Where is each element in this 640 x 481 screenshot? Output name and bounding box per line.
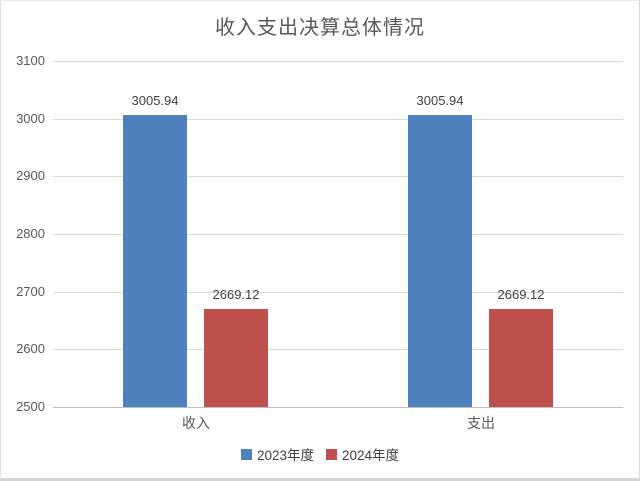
gridline [53,349,623,350]
legend-swatch-icon [326,448,337,460]
legend-label: 2024年度 [342,448,400,463]
bar-series2-cat1 [204,309,268,407]
data-label: 2669.12 [212,287,260,302]
gridline [53,292,623,293]
bar-series1-cat1 [123,115,187,407]
x-axis-category-label: 收入 [182,415,210,431]
legend-item: 2024年度 [326,444,399,464]
y-axis-tick-label: 3000 [16,111,45,126]
y-axis-tick-label: 3100 [16,53,45,68]
legend: 2023年度 2024年度 [1,445,639,463]
gridline [53,119,623,120]
gridline [53,61,623,62]
y-axis-tick-label: 2600 [16,341,45,356]
y-axis-tick-label: 2700 [16,284,45,299]
legend-label: 2023年度 [256,448,314,463]
data-label: 2669.12 [497,287,545,302]
legend-item: 2023年度 [240,444,314,464]
y-axis-tick-label: 2900 [16,168,45,183]
gridline [53,407,623,408]
gridline [53,234,623,235]
chart-title: 收入支出决算总体情况 [215,17,425,39]
y-axis-tick-label: 2800 [16,226,45,241]
data-label: 3005.94 [416,93,464,108]
bar-series1-cat2 [408,115,472,407]
gridline [53,176,623,177]
bar-series2-cat2 [489,309,553,407]
legend-swatch-icon [240,448,252,460]
x-axis-category-label: 支出 [467,415,495,431]
y-axis-tick-label: 2500 [16,399,45,414]
data-label: 3005.94 [131,93,179,108]
